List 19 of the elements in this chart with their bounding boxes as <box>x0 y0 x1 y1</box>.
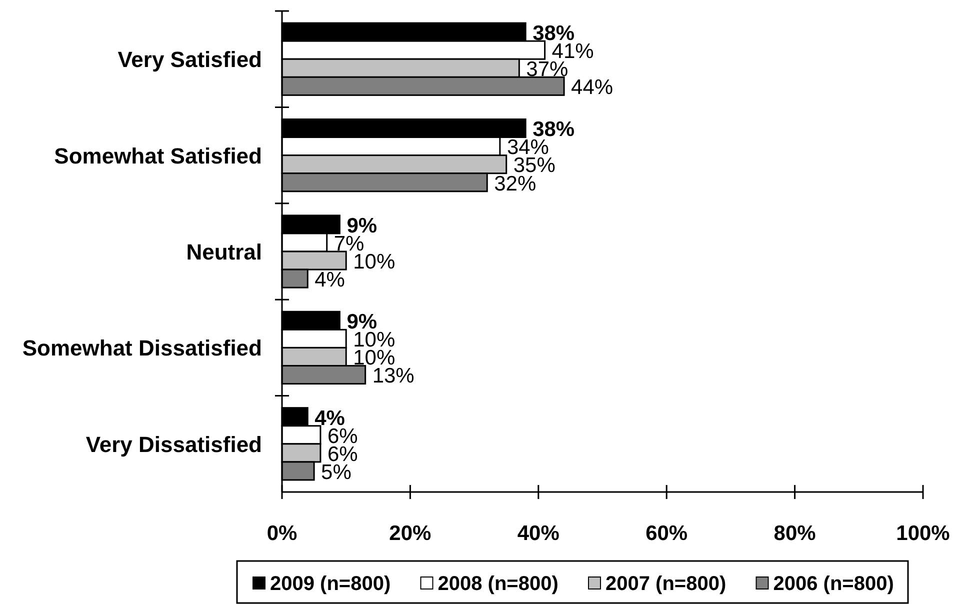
data-label: 44% <box>571 76 614 100</box>
y-tick-label: Somewhat Satisfied <box>54 143 262 168</box>
legend-label: 2007 (n=800) <box>606 573 726 595</box>
legend-label: 2008 (n=800) <box>438 573 558 595</box>
x-tick-label: 40% <box>517 522 560 545</box>
y-tick-label: Very Dissatisfied <box>86 432 262 457</box>
x-tick-label: 60% <box>646 522 688 545</box>
x-tick-label: 0% <box>266 522 298 545</box>
legend-label: 2009 (n=800) <box>270 573 391 595</box>
x-tick-label: 80% <box>774 522 816 545</box>
data-label: 13% <box>372 364 414 388</box>
y-tick-label: Somewhat Dissatisfied <box>22 336 262 361</box>
legend-label: 2006 (n=800) <box>773 573 894 595</box>
x-tick-label: 20% <box>389 522 432 545</box>
y-tick-label: Very Satisfied <box>118 47 262 72</box>
data-label: 5% <box>321 460 352 484</box>
data-label: 4% <box>314 268 345 292</box>
x-tick-label: 100% <box>896 522 950 545</box>
y-tick-label: Neutral <box>186 240 262 264</box>
